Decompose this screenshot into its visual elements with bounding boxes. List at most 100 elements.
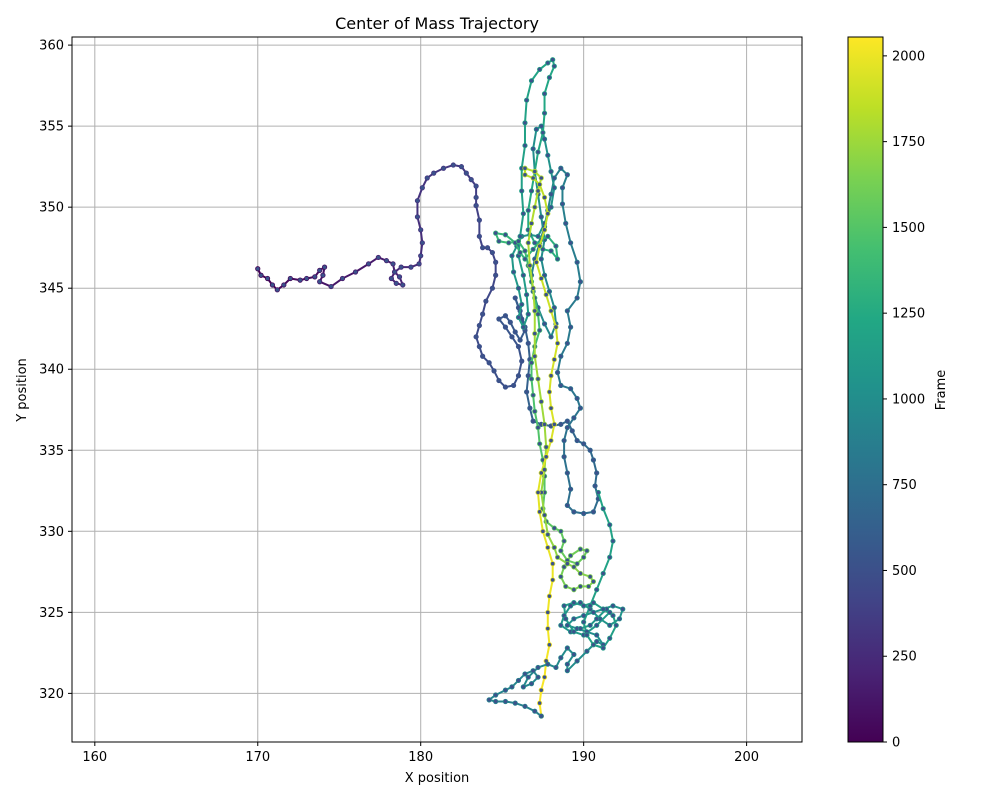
trajectory-point [558,655,564,661]
trajectory-point [571,600,577,606]
trajectory-point [564,424,570,431]
trajectory-point [537,66,543,73]
trajectory-point [563,616,569,622]
trajectory-point [520,684,526,690]
trajectory-point [548,373,554,379]
trajectory-point [493,272,499,278]
trajectory-point [527,262,533,269]
trajectory-point [489,285,496,291]
trajectory-line [527,222,533,244]
trajectory-point [515,373,522,379]
trajectory-line [545,439,553,458]
trajectory-point [458,164,465,170]
trajectory-point [515,677,522,684]
trajectory-line [525,374,530,393]
trajectory-point [563,220,569,226]
trajectory-point [473,202,479,209]
trajectory-line [538,228,546,248]
trajectory-point [528,188,535,194]
trajectory-point [541,321,548,327]
trajectory-point [600,570,606,577]
trajectory-line [566,326,572,345]
trajectory-point [525,311,531,317]
trajectory-point [590,609,597,615]
colorbar-tick-label: 1500 [892,221,925,236]
trajectory-point [535,188,541,194]
trajectory-line [540,468,546,494]
trajectory-point [532,204,538,210]
trajectory-point [571,629,577,635]
trajectory-point [512,700,518,706]
trajectory-point [510,382,517,389]
y-tick-label: 340 [39,363,64,378]
trajectory-point [564,645,570,651]
trajectory-point [551,421,557,427]
trajectory-point [564,622,570,628]
trajectory-point [532,308,538,314]
trajectory-line [546,595,551,614]
trajectory-point [561,538,567,544]
trajectory-point [375,254,381,261]
trajectory-point [538,214,544,220]
trajectory-line [595,572,605,591]
trajectory-point [535,149,541,155]
y-tick-label: 355 [39,120,64,135]
trajectory-point [616,616,623,622]
trajectory-point [571,587,577,593]
trajectory-point [480,311,486,317]
trajectory-point [515,285,522,291]
trajectory-point [528,360,535,366]
trajectory-line [548,374,553,393]
trajectory-point [493,230,499,236]
trajectory-point [317,279,323,285]
trajectory-point [538,175,544,181]
trajectory-point [530,246,536,252]
trajectory-point [527,405,533,411]
trajectory-line [543,274,551,293]
trajectory-point [581,554,587,560]
trajectory-point [590,457,597,463]
trajectory-point [510,269,517,275]
colorbar-tick-label: 750 [892,478,917,493]
trajectory-line [541,530,549,549]
trajectory-point [532,240,538,246]
trajectory-point [493,692,499,698]
trajectory-line [576,280,582,299]
trajectory-point [538,256,544,262]
x-tick-label: 170 [245,750,270,765]
trajectory-point [594,622,600,628]
trajectory-point [540,246,546,252]
trajectory-point [287,275,293,282]
trajectory-point [320,272,326,278]
trajectory-point [607,522,613,528]
trajectory-point [581,612,587,619]
trajectory-point [538,687,544,693]
trajectory-point [532,353,538,359]
trajectory-line [566,309,572,329]
trajectory-point [530,668,536,674]
trajectory-line [533,355,540,380]
trajectory-line [543,196,549,215]
trajectory-line [540,277,548,296]
trajectory-line [541,112,546,134]
trajectory-point [419,185,425,191]
trajectory-point [610,612,616,619]
x-tick-label: 190 [571,750,596,765]
trajectory-point [535,664,541,671]
trajectory-point [532,708,538,714]
trajectory-line [550,186,556,209]
trajectory-point [512,295,518,301]
trajectory-point [281,282,287,288]
trajectory-point [524,97,530,103]
trajectory-point [574,658,580,664]
trajectory-point [574,561,580,567]
trajectory-point [496,316,502,322]
trajectory-point [551,544,557,551]
trajectory-point [496,377,502,384]
trajectory-point [400,282,406,288]
trajectory-line [537,377,543,403]
trajectory-line [563,455,569,474]
trajectory-point [274,287,280,293]
trajectory-point [414,198,421,204]
trajectory-point [396,274,403,280]
